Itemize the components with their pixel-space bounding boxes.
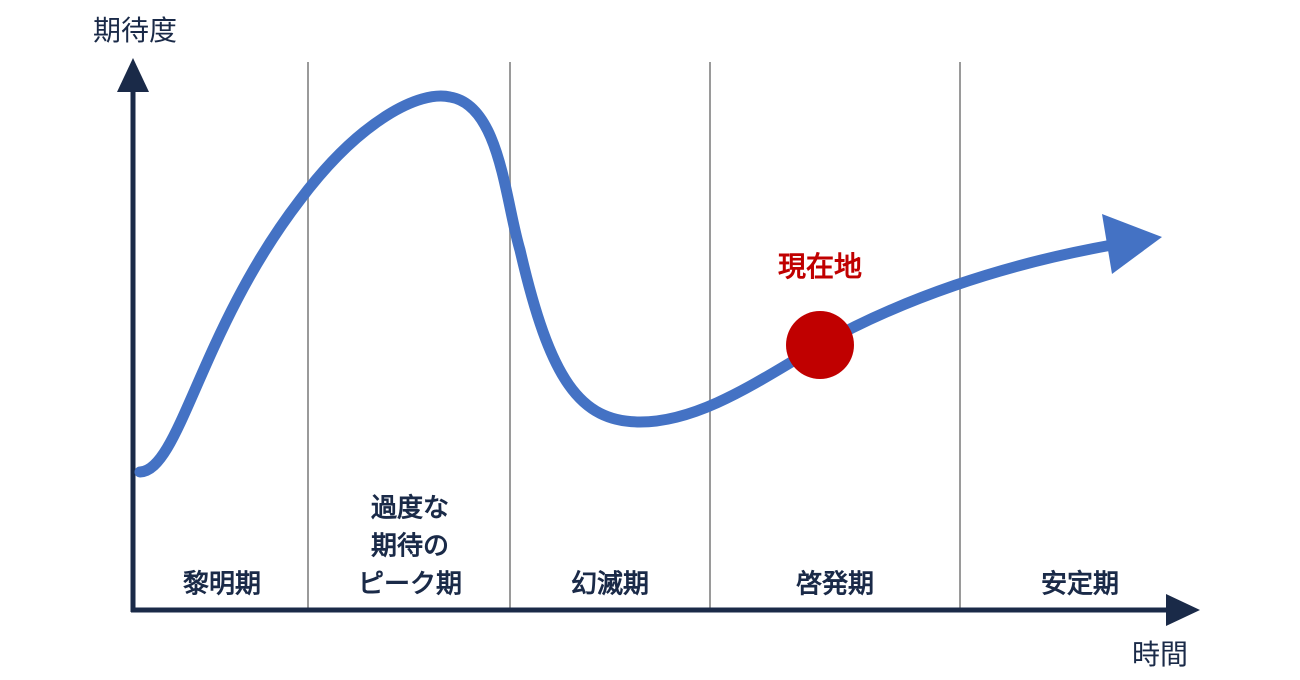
x-arrow [1166,594,1200,626]
marker-label: 現在地 [778,250,862,283]
phase-label: ピーク期 [358,570,462,600]
y-arrow [117,58,149,92]
phase-label: 期待の [371,532,449,562]
curve [134,90,1118,478]
phase-dividers [307,62,961,610]
phase-label: 啓発期 [796,569,874,600]
x-axis-label: 時間 [1132,638,1188,671]
phase-label: 幻滅期 [571,570,649,600]
phase-label: 過度な [371,493,449,524]
phase-label: 黎明期 [183,569,261,600]
phase-label: 安定期 [1041,569,1119,600]
curve-arrow [1102,214,1162,274]
y-axis-label: 期待度 [93,14,177,47]
current-marker [786,311,854,379]
